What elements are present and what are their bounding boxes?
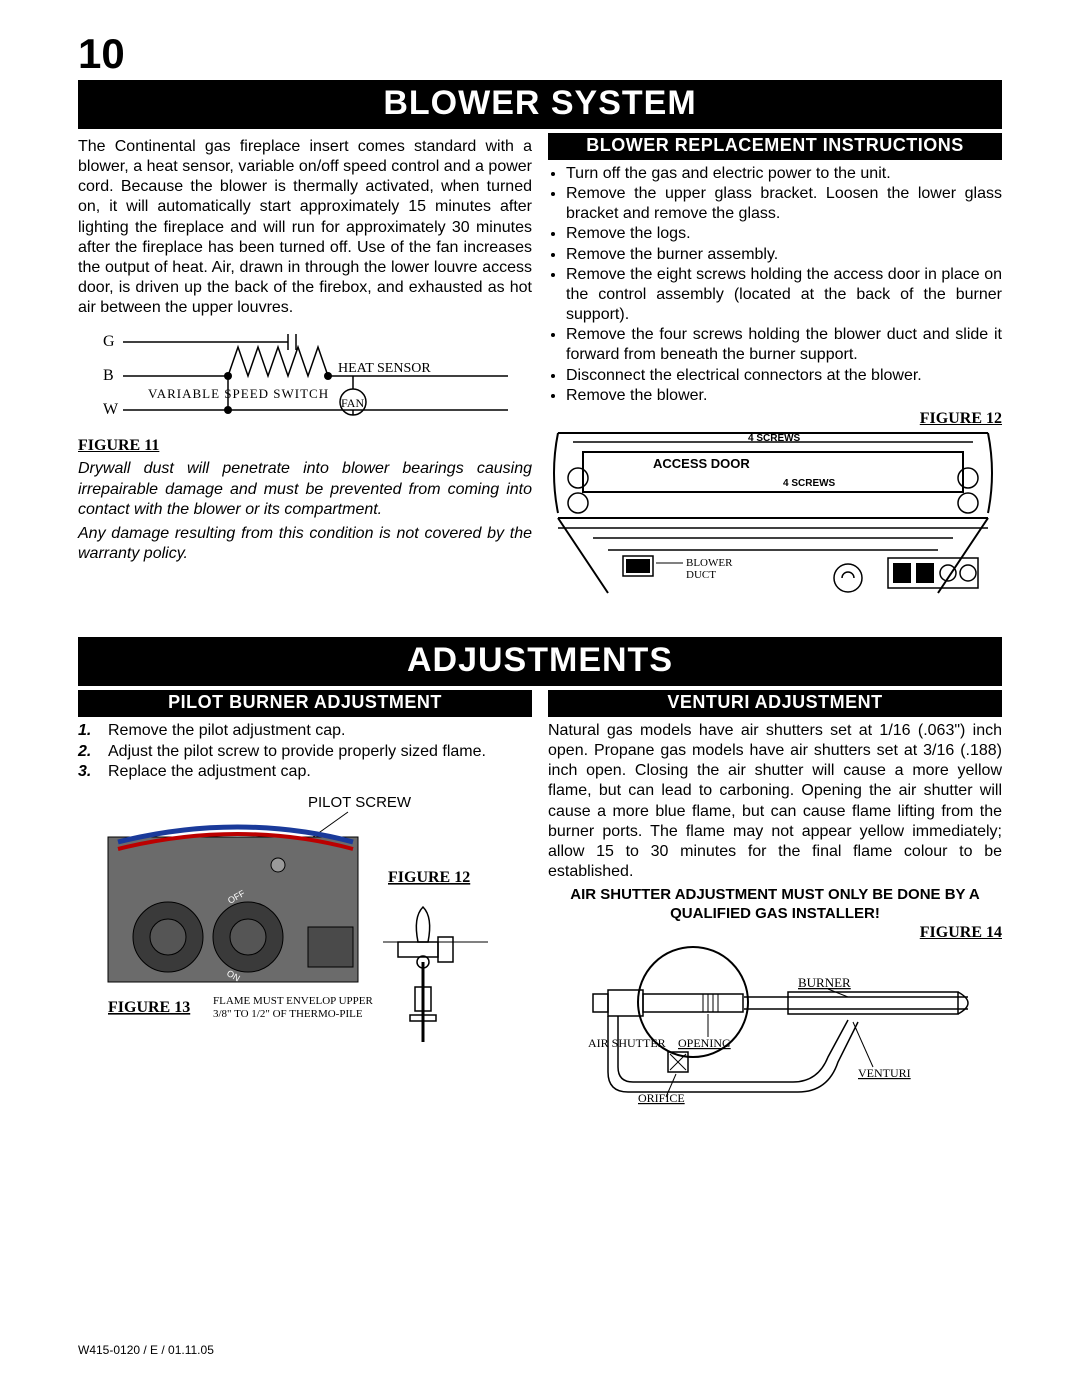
figure-12b-caption: FIGURE 12 <box>388 869 470 886</box>
fig12-duct: DUCT <box>686 569 716 581</box>
blower-replacement-list: Turn off the gas and electric power to t… <box>548 164 1002 406</box>
venturi-paragraph: Natural gas models have air shutters set… <box>548 721 1002 882</box>
fig12-access-door: ACCESS DOOR <box>653 456 750 471</box>
fig12-blower: BLOWER <box>686 557 733 569</box>
fig14-burner: BURNER <box>798 975 851 990</box>
fig11-label-g: G <box>103 333 115 350</box>
section-adjustments-title: ADJUSTMENTS <box>78 637 1002 686</box>
venturi-subtitle: VENTURI ADJUSTMENT <box>548 690 1002 717</box>
pilot-steps: 1.Remove the pilot adjustment cap. 2.Adj… <box>78 721 532 783</box>
blower-intro-paragraph: The Continental gas fireplace insert com… <box>78 137 532 318</box>
list-item: Remove the upper glass bracket. Loosen t… <box>566 184 1002 224</box>
figure-14-caption: FIGURE 14 <box>548 924 1002 942</box>
fig11-fan: FAN <box>341 396 364 410</box>
figure-11-caption: FIGURE 11 <box>78 437 532 455</box>
list-item: 2.Adjust the pilot screw to provide prop… <box>78 742 532 763</box>
fig11-variable: VARIABLE SPEED SWITCH <box>148 386 329 401</box>
fig14-opening: OPENING <box>678 1036 731 1050</box>
fig14-orifice: ORIFICE <box>638 1091 685 1105</box>
fig11-label-w: W <box>103 401 119 418</box>
list-item: Disconnect the electrical connectors at … <box>566 366 1002 386</box>
fig12-screws1: 4 SCREWS <box>748 433 801 444</box>
figure-12-diagram: 4 SCREWS ACCESS DOOR 4 SCREWS <box>548 428 1002 623</box>
figure-12-caption: FIGURE 12 <box>548 410 1002 428</box>
section-blower-system-title: BLOWER SYSTEM <box>78 80 1002 129</box>
fig12-screws2: 4 SCREWS <box>783 478 836 489</box>
figure-14-diagram: BURNER AIR SHUTTER OPENING ORIFICE VENTU… <box>548 942 1002 1127</box>
list-item: Remove the four screws holding the blowe… <box>566 325 1002 365</box>
list-item: Remove the eight screws holding the acce… <box>566 265 1002 325</box>
fig11-heat-sensor: HEAT SENSOR <box>338 361 431 376</box>
figure-13-caption: FIGURE 13 <box>108 999 190 1016</box>
list-item: Remove the logs. <box>566 224 1002 244</box>
figure-11-diagram: G B HEAT SENSOR W <box>78 322 532 437</box>
blower-warning-2: Any damage resulting from this condition… <box>78 524 532 564</box>
fig14-air-shutter: AIR SHUTTER <box>588 1036 666 1050</box>
blower-warning-1: Drywall dust will penetrate into blower … <box>78 459 532 519</box>
list-item: Turn off the gas and electric power to t… <box>566 164 1002 184</box>
list-item: Remove the burner assembly. <box>566 245 1002 265</box>
page-footer: W415-0120 / E / 01.11.05 <box>78 1343 214 1357</box>
fig11-label-b: B <box>103 367 114 384</box>
figure-13-diagram: PILOT SCREW OFF ON <box>78 787 532 1052</box>
page-number: 10 <box>78 30 1002 78</box>
venturi-warning: AIR SHUTTER ADJUSTMENT MUST ONLY BE DONE… <box>548 886 1002 924</box>
fig14-venturi: VENTURI <box>858 1066 911 1080</box>
blower-replacement-subtitle: BLOWER REPLACEMENT INSTRUCTIONS <box>548 133 1002 160</box>
pilot-burner-subtitle: PILOT BURNER ADJUSTMENT <box>78 690 532 717</box>
list-item: Remove the blower. <box>566 386 1002 406</box>
fig13-pilot-screw: PILOT SCREW <box>308 794 412 811</box>
figure-13-note: FLAME MUST ENVELOP UPPER 3/8" TO 1/2" OF… <box>213 995 373 1020</box>
list-item: 3.Replace the adjustment cap. <box>78 762 532 783</box>
list-item: 1.Remove the pilot adjustment cap. <box>78 721 532 742</box>
